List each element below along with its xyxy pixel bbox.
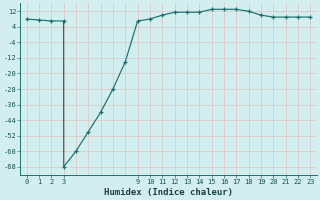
X-axis label: Humidex (Indice chaleur): Humidex (Indice chaleur) — [104, 188, 233, 197]
